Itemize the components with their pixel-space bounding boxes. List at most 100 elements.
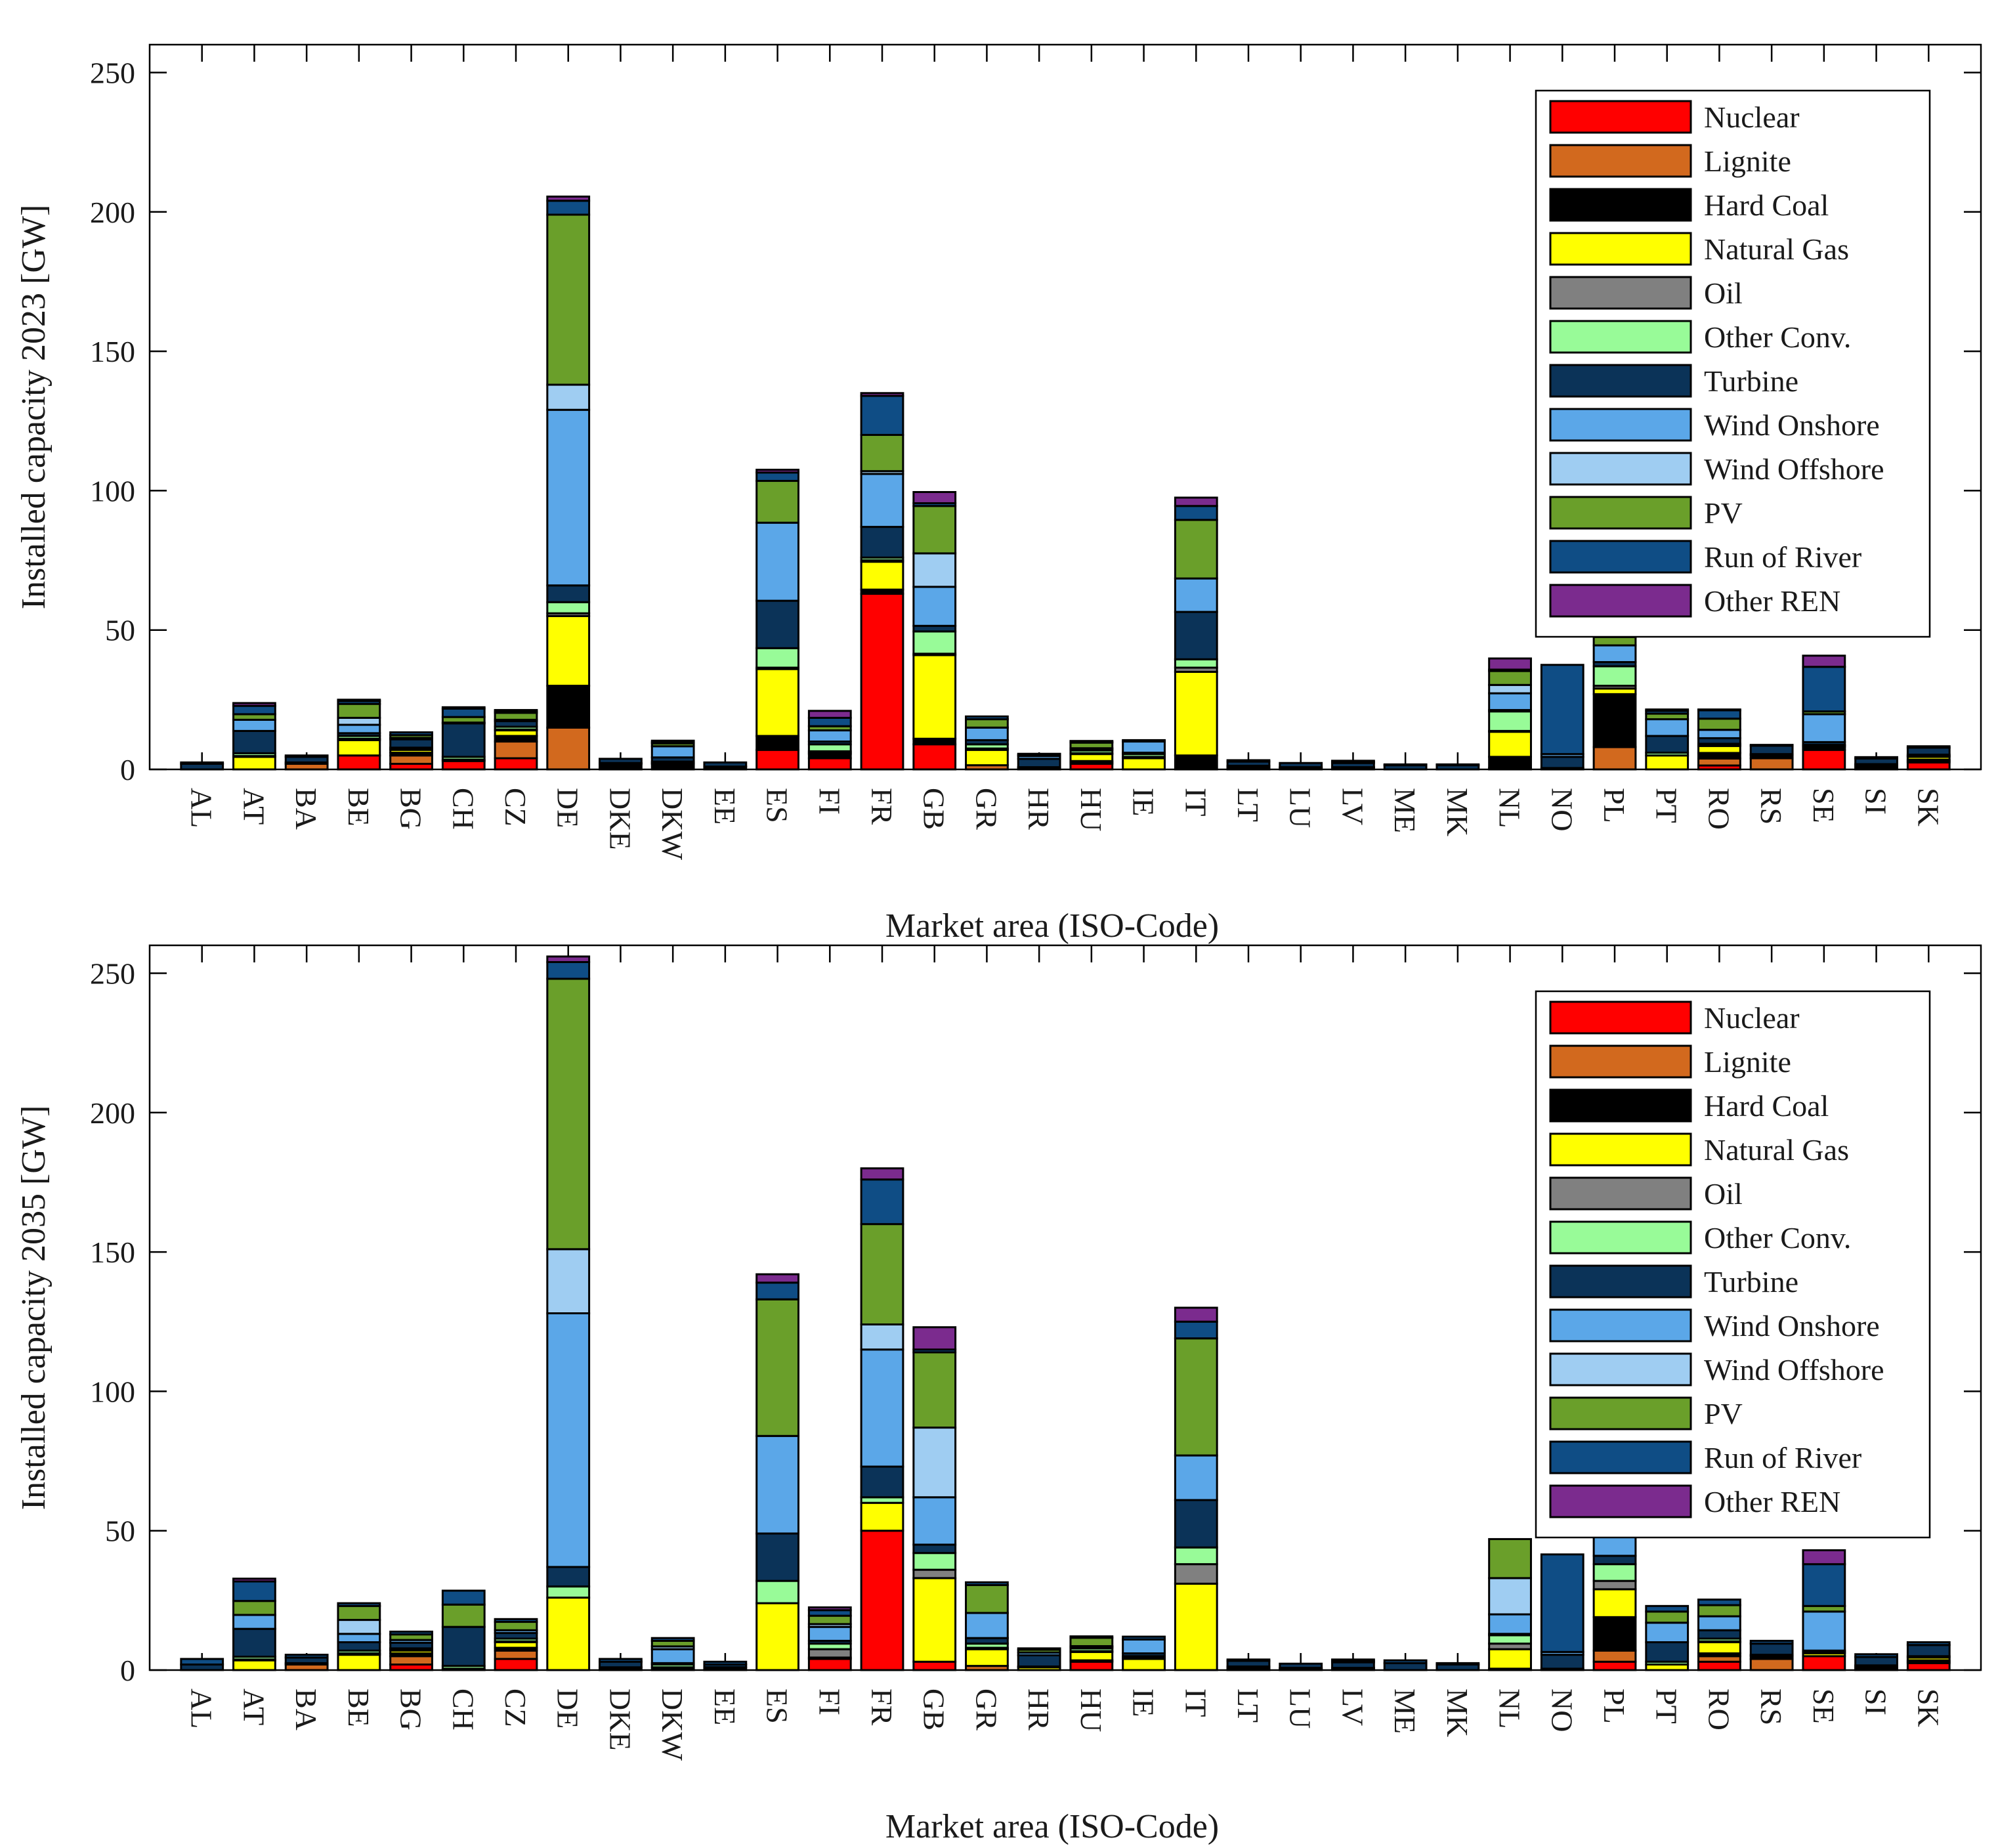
x-tick-label-rs: RS	[1754, 788, 1788, 825]
x-tick-label-sk: SK	[1911, 1688, 1945, 1727]
legend-label-wind-offshore: Wind Offshore	[1704, 1353, 1884, 1386]
bar-segment-es-nuclear	[755, 748, 799, 771]
bar-segment-de-turbine	[546, 584, 591, 603]
bar-segment-fr-pv	[860, 1223, 904, 1325]
bar-group-dkw	[650, 1637, 695, 1671]
bar-segment-be-wind-onshore	[337, 723, 381, 735]
legend-label-natural-gas: Natural Gas	[1704, 232, 1849, 266]
bar-group-rs	[1749, 744, 1794, 771]
bar-segment-sk-nuclear	[1906, 1662, 1951, 1671]
bar-segment-es-run-of-river	[755, 1281, 799, 1300]
x-tick-label-mk: MK	[1441, 1688, 1474, 1737]
bar-segment-cz-other-ren	[494, 709, 538, 713]
bar-segment-de-other-conv	[546, 1585, 591, 1599]
bar-segment-pl-other-conv	[1592, 1563, 1637, 1582]
bar-segment-fr-turbine	[860, 526, 904, 559]
bar-group-no	[1540, 664, 1584, 771]
plot-area-box	[148, 944, 1982, 1671]
bar-segment-at-run-of-river	[232, 704, 276, 716]
bar-segment-ro-turbine	[1697, 1629, 1741, 1640]
x-tick-label-it: IT	[1179, 1688, 1212, 1717]
bar-segment-rs-turbine	[1749, 744, 1794, 756]
bar-segment-at-turbine	[232, 729, 276, 754]
bar-segment-it-run-of-river	[1174, 505, 1218, 521]
legend-label-oil: Oil	[1704, 276, 1743, 310]
legend-swatch-run-of-river	[1549, 1440, 1692, 1474]
bar-group-me	[1383, 1659, 1428, 1671]
bar-segment-rs-lignite	[1749, 757, 1794, 771]
bar-group-bg	[389, 1630, 433, 1671]
bar-segment-fr-wind-onshore	[860, 473, 904, 528]
legend-label-other-ren: Other REN	[1704, 1485, 1840, 1518]
bar-segment-at-other-ren	[232, 702, 276, 707]
legend-swatch-other-conv	[1549, 320, 1692, 354]
bar-segment-nl-other-ren	[1488, 657, 1532, 671]
bar-segment-dke-run-of-river	[599, 1658, 643, 1663]
bar-group-dke	[599, 1658, 643, 1671]
bar-segment-hu-pv	[1069, 1637, 1114, 1647]
bar-segment-ch-turbine	[441, 722, 486, 758]
y-tick-label: 100	[90, 474, 135, 507]
bar-group-ie	[1122, 739, 1166, 771]
y-axis-title: Installed capacity 2023 [GW]	[15, 205, 53, 610]
bar-segment-hr-turbine	[1017, 758, 1061, 769]
bar-segment-ie-wind-onshore	[1122, 741, 1166, 754]
bar-segment-fi-wind-onshore	[807, 729, 852, 743]
bar-segment-pl-hard-coal	[1592, 1616, 1637, 1652]
bar-segment-de-wind-onshore	[546, 1312, 591, 1568]
x-axis-title: Market area (ISO-Code)	[885, 907, 1219, 945]
bar-group-es	[755, 1273, 799, 1671]
bar-segment-gr-pv	[965, 718, 1009, 729]
bar-segment-se-run-of-river	[1802, 1563, 1846, 1607]
legend-label-other-conv: Other Conv.	[1704, 320, 1851, 354]
bar-group-si	[1854, 1653, 1898, 1671]
bar-segment-ro-pv	[1697, 718, 1741, 731]
bar-segment-lv-run-of-river	[1331, 1658, 1375, 1662]
bar-segment-al-run-of-river	[180, 1658, 224, 1666]
bar-segment-hr-run-of-river	[1017, 1647, 1061, 1651]
bar-group-gb	[912, 491, 957, 771]
bar-segment-gb-other-conv	[912, 630, 957, 655]
bar-segment-fr-other-ren	[860, 1167, 904, 1181]
bar-segment-se-other-ren	[1802, 655, 1846, 668]
bar-segment-nl-wind-onshore	[1488, 1613, 1532, 1635]
x-tick-label-ie: IE	[1127, 788, 1160, 816]
bar-group-lv	[1331, 760, 1375, 771]
bar-segment-ch-run-of-river	[441, 1589, 486, 1606]
bar-segment-lu-turbine	[1279, 1662, 1323, 1669]
bar-segment-pl-lignite	[1592, 746, 1637, 771]
bar-segment-fi-other-ren	[807, 710, 852, 719]
bar-group-sk	[1906, 745, 1951, 771]
bar-segment-de-wind-onshore	[546, 408, 591, 587]
bar-segment-fi-other-ren	[807, 1606, 852, 1612]
bar-segment-no-turbine	[1540, 756, 1584, 769]
x-tick-label-no: NO	[1545, 788, 1579, 831]
bar-group-pl	[1592, 630, 1637, 771]
bar-group-at	[232, 1578, 276, 1671]
bar-segment-si-run-of-river	[1854, 1653, 1898, 1658]
bar-segment-de-pv	[546, 213, 591, 386]
bar-segment-me-turbine	[1383, 1662, 1428, 1671]
bar-group-lv	[1331, 1658, 1375, 1671]
bar-segment-ee-run-of-river	[703, 1660, 748, 1666]
legend-label-wind-onshore: Wind Onshore	[1704, 408, 1880, 442]
bar-segment-gb-natural-gas	[912, 1577, 957, 1663]
bar-segment-fr-turbine	[860, 1465, 904, 1499]
x-tick-label-ie: IE	[1127, 1688, 1160, 1717]
y-tick-label: 250	[90, 56, 135, 89]
bar-segment-it-oil	[1174, 1563, 1218, 1585]
bar-segment-es-natural-gas	[755, 668, 799, 737]
bar-segment-si-run-of-river	[1854, 756, 1898, 760]
x-tick-label-at: AT	[237, 788, 270, 825]
bar-segment-lu-turbine	[1279, 762, 1323, 769]
legend-swatch-wind-onshore	[1549, 408, 1692, 442]
bar-segment-fr-run-of-river	[860, 395, 904, 436]
bar-segment-nl-pv	[1488, 670, 1532, 686]
x-axis-title: Market area (ISO-Code)	[885, 1808, 1219, 1845]
bar-group-hr	[1017, 752, 1061, 771]
x-tick-label-fi: FI	[813, 788, 846, 815]
bar-segment-gb-other-conv	[912, 1552, 957, 1571]
bar-segment-ro-wind-onshore	[1697, 1615, 1741, 1631]
legend-swatch-turbine	[1549, 364, 1692, 398]
bar-segment-nl-wind-offshore	[1488, 1577, 1532, 1616]
